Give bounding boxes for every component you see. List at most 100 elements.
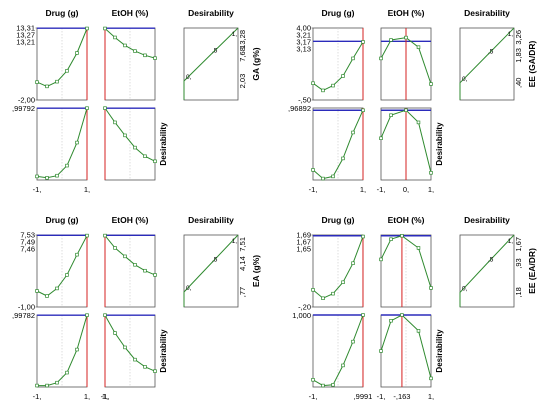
response-point [341, 280, 345, 284]
desirability-function-frame [459, 27, 515, 101]
x-tick-label: 1, [102, 392, 108, 401]
response-point [143, 53, 147, 58]
x-tick-label: 1, [360, 185, 366, 194]
response-point [416, 45, 421, 49]
desirability-point [103, 313, 107, 317]
response-point [103, 26, 107, 31]
desirability-point [113, 120, 117, 125]
response-y-tick-label: -,20 [298, 303, 311, 312]
desirability-row-label: Desirability [159, 122, 168, 166]
response-y-tick-label: 3,21 [296, 31, 311, 40]
response-y-tick-label: 13,27 [16, 31, 35, 40]
desirability-point [416, 120, 421, 125]
desirability-point [429, 376, 433, 381]
desirability-point [133, 357, 137, 362]
desirability-point [75, 347, 79, 352]
response-point [361, 234, 365, 239]
x-tick-label: -1, [33, 392, 42, 401]
response-y-tick-label: 7,49 [20, 238, 35, 247]
desirability-function-tick-label: 1,83 [514, 48, 523, 63]
desirability-level-label: ,5 [212, 257, 218, 264]
response-point [429, 82, 433, 86]
response-y-tick-label: 3,13 [296, 45, 311, 54]
desirability-value-label: ,99792 [12, 104, 35, 113]
response-y-tick-label: 4,00 [296, 24, 311, 33]
response-point [351, 56, 355, 61]
response-point [389, 237, 393, 241]
column-title: Drug (g) [45, 8, 78, 18]
desirability-point [65, 163, 69, 168]
response-axis-label: GA (g%) [251, 47, 261, 80]
desirability-point [55, 380, 59, 385]
x-tick-label: -1, [309, 185, 318, 194]
desirability-function-tick-label: ,40 [514, 78, 523, 88]
response-y-tick-label: 13,21 [16, 38, 35, 47]
desirability-function-title: Desirability [188, 8, 234, 18]
desirability-point [143, 365, 147, 369]
desirability-row-label: Desirability [435, 329, 444, 373]
response-point [400, 234, 404, 238]
response-y-tick-label: -1,00 [18, 303, 35, 312]
response-point [361, 40, 365, 44]
desirability-function-tick-label: ,93 [514, 258, 523, 268]
response-y-tick-label: 7,53 [20, 231, 35, 240]
response-point [379, 56, 383, 61]
desirability-level-label: 0, [462, 285, 468, 292]
response-point [311, 288, 315, 292]
desirability-level-label: 1, [508, 238, 514, 245]
desirability-point [321, 176, 325, 181]
x-tick-label: -1, [101, 392, 110, 401]
response-y-tick-label: 1,69 [296, 231, 311, 240]
desirability-point [153, 159, 157, 164]
response-point [123, 43, 127, 48]
x-tick-label: -,163 [393, 392, 410, 401]
desirability-point [65, 370, 69, 375]
response-point [123, 254, 127, 259]
desirability-point [113, 331, 117, 335]
desirability-point [153, 369, 157, 373]
desirability-function-line [459, 27, 515, 100]
response-point [113, 35, 117, 40]
response-point [35, 289, 39, 293]
desirability-point [75, 140, 79, 145]
response-y-tick-label: -,50 [298, 96, 311, 105]
desirability-function-tick-label: 2,03 [238, 74, 247, 89]
desirability-level-label: ,5 [488, 256, 494, 263]
desirability-row-label: Desirability [159, 329, 168, 373]
response-y-tick-label: 1,67 [296, 238, 311, 247]
desirability-level-label: ,5 [488, 48, 494, 55]
desirability-point [45, 176, 49, 180]
column-title: EtOH (%) [112, 215, 149, 225]
desirability-function-title: Desirability [464, 8, 510, 18]
desirability-level-label: 1, [508, 31, 514, 38]
desirability-function-title: Desirability [464, 215, 510, 225]
response-point [133, 263, 137, 267]
response-point [153, 273, 157, 277]
response-y-tick-label: -2,00 [18, 96, 35, 105]
response-axis-label: EE (EA/DR) [527, 248, 537, 294]
desirability-point [331, 383, 335, 387]
x-tick-label: ,9991 [354, 392, 373, 401]
desirability-point [400, 313, 404, 317]
desirability-function-tick-label: 1,67 [514, 237, 523, 252]
desirability-function-tick-label: 7,51 [238, 237, 247, 252]
desirability-point [311, 378, 315, 382]
desirability-point [321, 383, 325, 388]
desirability-value-label: 1,000 [292, 311, 311, 320]
response-point [35, 80, 39, 84]
desirability-function-tick-label: 4,14 [238, 256, 247, 271]
response-point [341, 74, 345, 78]
desirability-point [311, 168, 315, 172]
desirability-point [35, 383, 39, 388]
column-title: Drug (g) [321, 215, 354, 225]
x-tick-label: 0, [403, 185, 409, 194]
response-point [429, 286, 433, 290]
response-point [379, 257, 383, 262]
desirability-point [85, 313, 89, 317]
column-title: Drug (g) [45, 215, 78, 225]
desirability-point [389, 319, 393, 323]
desirability-level-label: 0, [186, 74, 192, 81]
x-tick-label: -1, [309, 392, 318, 401]
desirability-point [103, 106, 107, 110]
response-point [351, 261, 355, 265]
